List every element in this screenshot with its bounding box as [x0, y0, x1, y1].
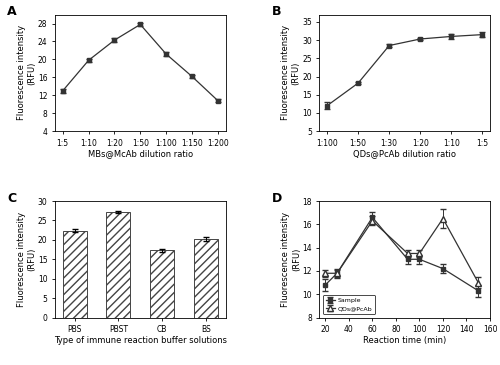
X-axis label: QDs@PcAb dilution ratio: QDs@PcAb dilution ratio: [353, 149, 456, 158]
Text: D: D: [272, 192, 282, 205]
Bar: [150, 250, 174, 318]
Y-axis label: Fluorescence intensity
(RFU): Fluorescence intensity (RFU): [17, 25, 36, 120]
X-axis label: Type of immune reaction buffer solutions: Type of immune reaction buffer solutions: [54, 335, 227, 345]
Text: B: B: [272, 5, 281, 18]
X-axis label: MBs@McAb dilution ratio: MBs@McAb dilution ratio: [88, 149, 193, 158]
Bar: [106, 212, 130, 318]
Y-axis label: Fluorescence intensity
(RFU): Fluorescence intensity (RFU): [281, 25, 300, 120]
Y-axis label: Fluorescence intensity
(RFU): Fluorescence intensity (RFU): [17, 212, 36, 307]
Text: A: A: [7, 5, 17, 18]
Bar: [63, 231, 87, 318]
Bar: [194, 239, 218, 318]
Legend: Sample, QDs@PcAb: Sample, QDs@PcAb: [322, 295, 376, 314]
X-axis label: Reaction time (min): Reaction time (min): [363, 335, 446, 345]
Text: C: C: [7, 192, 16, 205]
Y-axis label: Fluorescence intensity
(RFU): Fluorescence intensity (RFU): [282, 212, 301, 307]
